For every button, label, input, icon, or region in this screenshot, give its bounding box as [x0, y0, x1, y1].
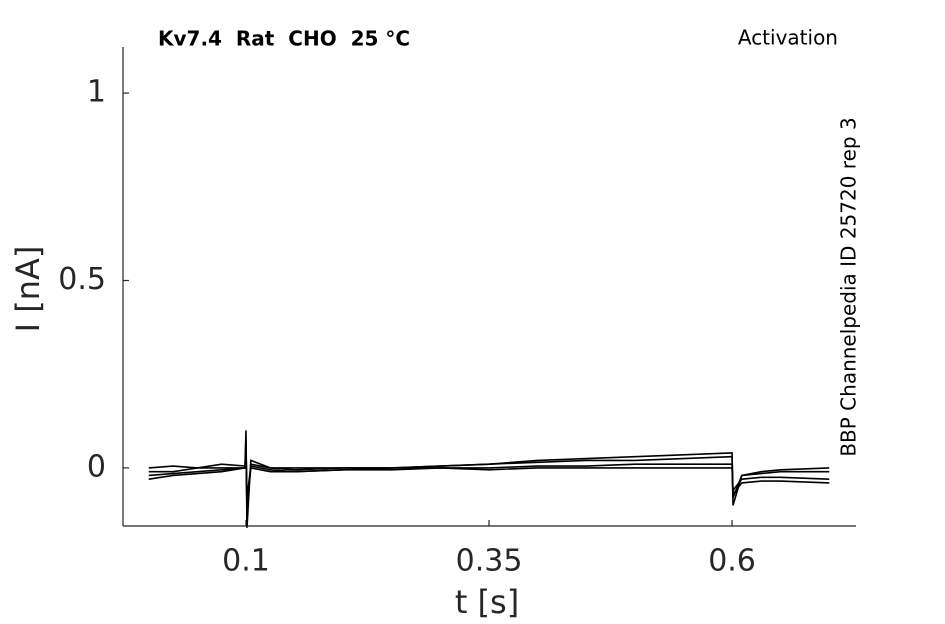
chart-title: Kv7.4 Rat CHO 25 °C	[158, 27, 410, 51]
x-tick-label: 0.6	[708, 544, 756, 579]
trace	[148, 430, 830, 528]
y-tick-label: 0.5	[58, 262, 106, 297]
side-label: BBP Channelpedia ID 25720 rep 3	[837, 117, 861, 456]
y-tick-label: 0	[87, 449, 106, 484]
x-tick-label: 0.1	[222, 544, 270, 579]
y-axis-label: I [nA]	[9, 246, 47, 333]
annotation: Activation	[738, 26, 838, 50]
trace	[148, 445, 830, 506]
x-tick-label: 0.35	[456, 544, 523, 579]
x-axis-label: t [s]	[455, 583, 519, 621]
y-tick-label: 1	[87, 75, 106, 110]
